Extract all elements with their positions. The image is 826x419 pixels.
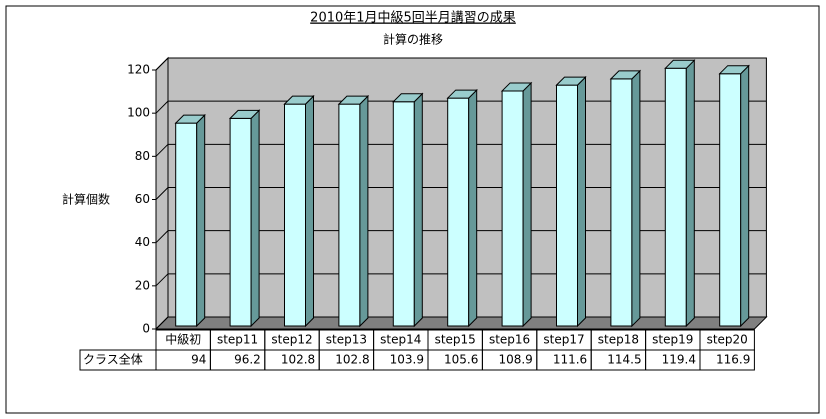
bar-face	[740, 64, 750, 328]
bar	[337, 94, 370, 328]
bar-face	[664, 67, 687, 327]
bar-face	[305, 94, 314, 328]
bar-face	[446, 89, 478, 99]
y-tick-label: 120	[127, 63, 150, 77]
y-tick-label: 40	[135, 235, 150, 249]
bar-face	[359, 94, 369, 328]
bar-face	[610, 78, 633, 327]
x-tick-label: step18	[598, 333, 639, 347]
x-tick-label: step13	[326, 333, 367, 347]
bar-face	[522, 81, 532, 328]
bar	[174, 113, 206, 328]
x-tick-label: step15	[435, 333, 476, 347]
bar-face	[413, 92, 423, 328]
chart-subtitle: 計算の推移	[383, 32, 443, 47]
bar-face	[284, 103, 306, 327]
table-cell	[699, 349, 755, 371]
bar-face	[196, 113, 206, 328]
bar	[283, 94, 315, 328]
y-tick-label: 80	[135, 149, 150, 163]
x-tick-label: step19	[652, 333, 693, 347]
bar	[446, 88, 478, 328]
bar-face	[338, 103, 361, 327]
x-tick-label: step14	[380, 333, 421, 347]
y-tick-label: 20	[135, 278, 150, 292]
bar-face	[229, 117, 252, 327]
bar-face	[468, 88, 478, 328]
table-value: 102.8	[281, 353, 315, 367]
bar	[609, 69, 642, 328]
table-value: 116.9	[716, 353, 750, 367]
bar-face	[175, 122, 198, 327]
bar	[228, 109, 261, 328]
bar-face	[664, 59, 696, 69]
bar-face	[631, 69, 641, 328]
bar-face	[337, 95, 370, 105]
bar-face	[283, 95, 315, 105]
table-value: 103.9	[390, 353, 424, 367]
table-value: 96.2	[234, 353, 261, 367]
x-tick-label: step17	[543, 333, 584, 347]
bar-face	[447, 97, 470, 327]
x-tick-label: 中級初	[165, 332, 201, 347]
bar-face	[718, 65, 750, 75]
y-tick-label: 60	[135, 192, 150, 206]
bar	[500, 81, 533, 328]
legend-label: クラス全体	[83, 352, 143, 367]
bar-face	[392, 93, 424, 103]
bar-face	[250, 109, 260, 328]
x-tick-label: step20	[707, 333, 748, 347]
bar-face	[719, 73, 742, 327]
x-tick-label: step12	[271, 333, 312, 347]
bar	[392, 92, 424, 328]
bar-face	[501, 90, 524, 327]
bar-face	[500, 82, 533, 92]
y-axis-label: 計算個数	[62, 192, 110, 207]
table-value: 102.8	[335, 353, 369, 367]
grid-line	[155, 57, 767, 71]
y-tick-label: 100	[127, 106, 150, 120]
x-tick-label: step16	[489, 333, 530, 347]
x-tick-label: step11	[217, 333, 258, 347]
bar-face	[392, 101, 415, 327]
bar	[555, 75, 587, 328]
bar	[664, 59, 696, 328]
table-value: 108.9	[498, 353, 532, 367]
bar	[718, 64, 750, 328]
bar-face	[228, 109, 261, 119]
bar-face	[609, 70, 642, 80]
table-value: 114.5	[607, 353, 641, 367]
table-value: 94	[191, 353, 206, 367]
table-value: 119.4	[662, 353, 696, 367]
y-tick-label: 0	[142, 322, 150, 336]
chart-title: 2010年1月中級5回半月講習の成果	[310, 10, 516, 26]
table-value: 105.6	[444, 353, 478, 367]
bar-face	[577, 75, 586, 328]
bar-face	[174, 114, 206, 124]
bar-face	[685, 59, 695, 328]
bar-face	[555, 76, 587, 86]
bar-face	[556, 84, 578, 327]
table-value: 111.6	[553, 353, 587, 367]
